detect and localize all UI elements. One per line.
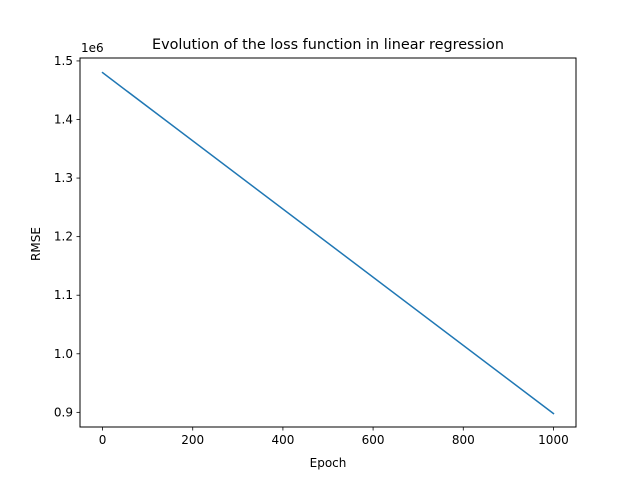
x-tick-label: 0: [99, 433, 107, 447]
y-tick-label: 0.9: [54, 405, 73, 419]
y-tick-label: 1.2: [54, 230, 73, 244]
y-offset-label: 1e6: [81, 41, 104, 55]
x-tick-label: 800: [452, 433, 475, 447]
y-tick-label: 1.4: [54, 113, 73, 127]
x-tick-label: 400: [271, 433, 294, 447]
x-axis-label: Epoch: [310, 456, 347, 470]
y-tick-label: 1.5: [54, 54, 73, 68]
x-tick-label: 200: [181, 433, 204, 447]
y-tick-label: 1.0: [54, 347, 73, 361]
series-line: [101, 71, 555, 415]
x-tick-label: 1000: [538, 433, 569, 447]
y-axis-label: RMSE: [29, 227, 43, 261]
plot-area-frame: [79, 57, 577, 428]
y-tick-label: 1.1: [54, 288, 73, 302]
chart-title: Evolution of the loss function in linear…: [152, 37, 504, 53]
x-tick-label: 600: [362, 433, 385, 447]
y-tick-label: 1.3: [54, 171, 73, 185]
